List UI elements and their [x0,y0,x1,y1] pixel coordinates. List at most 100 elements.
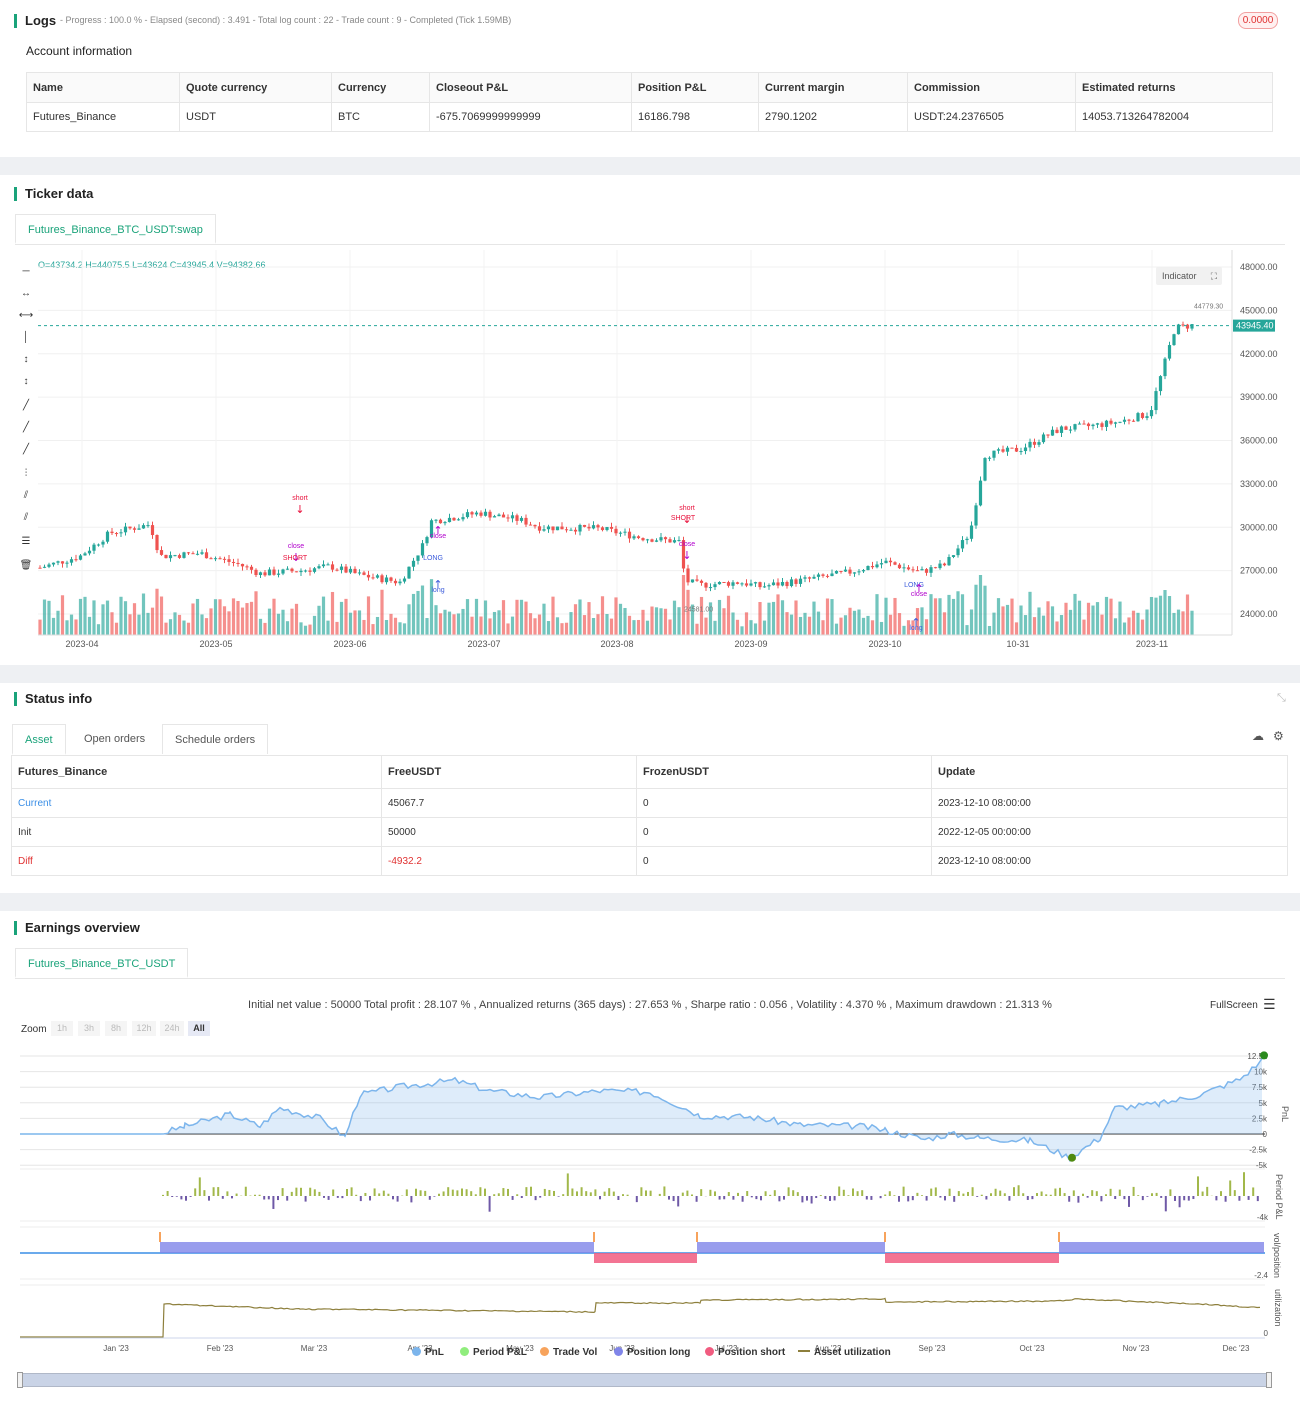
y-tick-label: 48000.00 [1240,262,1278,272]
logs-title: Logs [14,14,56,28]
x-tick-label: 10-31 [1006,639,1029,649]
navigator-handle-left[interactable] [17,1372,23,1388]
navigator-handle-right[interactable] [1266,1372,1272,1388]
volume-bar [173,612,177,635]
trend-line-tool-icon[interactable]: ╱ [22,400,30,411]
period-pnl-bar [562,1194,565,1196]
volume-bar [1032,617,1037,635]
horizontal-ray-tool-icon[interactable]: ↔ [21,288,31,299]
tab-earnings-symbol[interactable]: Futures_Binance_BTC_USDT [15,948,189,978]
legend-asset-utilization[interactable]: Asset utilization [798,1347,891,1358]
candle-body [1095,423,1100,425]
zoom-24h[interactable]: 24h [160,1021,184,1036]
fib-tool-icon[interactable]: ⫽ [23,512,29,523]
period-pnl-bar [415,1188,417,1196]
candle-body [803,577,807,579]
extended-line-tool-icon[interactable]: ⟷ [18,310,34,321]
candle-body [587,526,591,529]
volume-bar [191,603,195,635]
volume-bar [947,594,951,635]
period-pnl-bar [465,1189,468,1196]
period-pnl-bar [433,1196,436,1197]
zoom-1h[interactable]: 1h [51,1021,73,1036]
zoom-8h[interactable]: 8h [105,1021,127,1036]
range-navigator[interactable] [20,1373,1270,1387]
legend-trade-vol[interactable]: Trade Vol [540,1347,597,1358]
ray-line-tool-icon[interactable]: ╱ [22,422,30,433]
indicator-button[interactable]: Indicator ⛶ [1156,267,1222,285]
period-pnl-bar [1008,1196,1011,1201]
zoom-12h[interactable]: 12h [132,1021,156,1036]
price-channel-tool-icon[interactable]: ⫶ [24,468,28,479]
period-pnl-bar [1118,1189,1121,1196]
zoom-all[interactable]: All [188,1021,210,1036]
ticker-title: Ticker data [14,187,93,201]
pnl-tick-label: -2.5k [1249,1146,1268,1155]
period-pnl-bar [1192,1196,1195,1200]
delete-drawings-icon[interactable]: 🗑 [19,560,33,571]
position-long-bar [160,1242,594,1253]
collapse-icon[interactable]: ⤡ [1277,692,1286,704]
tab-asset[interactable]: Asset [12,724,66,755]
candle-body [704,582,708,588]
asset-update: 2022-12-05 00:00:00 [931,817,1288,847]
candle-body [767,585,771,587]
candlestick-chart[interactable]: short↓close↓SHORTlong↑LONGclose↑short↓SH… [0,250,1300,650]
period-pnl-bar [1003,1193,1006,1196]
vertical-segment-tool-icon[interactable]: ↕ [23,354,29,365]
cloud-upload-icon[interactable]: ☁ [1252,729,1264,743]
fullscreen-button[interactable]: FullScreen [1210,1000,1258,1011]
period-pnl-bar [382,1190,385,1196]
volume-bar [105,600,110,635]
arrow-up-icon: ↑ [914,582,923,595]
earnings-x-tick: Dec '23 [1223,1344,1250,1353]
parallel-channel-tool-icon[interactable]: ⫽ [23,490,29,501]
horizontal-line-tool-icon[interactable]: ─ [22,266,30,277]
candle-body [659,537,663,541]
candle-body [285,568,290,570]
legend-position-long[interactable]: Position long [614,1347,690,1358]
legend-period-pnl[interactable]: Period P&L [460,1347,527,1358]
period-pnl-bar [764,1191,767,1196]
legend-util-label: Asset utilization [814,1347,891,1358]
volume-bar [852,610,857,635]
period-pnl-bar [1206,1186,1209,1196]
account-header: Estimated returns [1075,72,1273,103]
menu-icon[interactable]: ☰ [1263,996,1276,1012]
zoom-3h[interactable]: 3h [78,1021,100,1036]
vertical-ray-tool-icon[interactable]: ↕ [23,376,29,387]
period-pnl-bar [516,1194,519,1196]
x-tick-label: 2023-10 [868,639,901,649]
volume-bar [425,618,429,635]
candle-body [906,567,911,570]
candle-body [614,528,618,534]
segment-tool-icon[interactable]: ╱ [22,444,30,455]
volume-bar [177,614,182,635]
period-pnl-bar [626,1194,629,1196]
utilization-tick-label: 0 [1264,1329,1269,1338]
candle-body [65,562,69,564]
tab-open-orders[interactable]: Open orders [72,724,158,754]
period-pnl-bar [980,1194,983,1196]
tab-schedule-orders[interactable]: Schedule orders [162,724,269,754]
candle-body [1068,429,1073,431]
vertical-line-tool-icon[interactable]: │ [22,332,30,343]
earnings-chart[interactable]: 12.5k 10k 7.5k 5k 2.5k 0 -2.5k -5k PnL -4k Period … [0,911,1300,1381]
tab-ticker-symbol[interactable]: Futures_Binance_BTC_USDT:swap [15,214,216,244]
candle-body [335,569,339,571]
volume-bar [798,616,803,635]
period-pnl-bar [447,1187,450,1196]
candle-body [1059,426,1064,433]
volume-bar [830,599,834,635]
volume-bar [258,618,263,635]
volume-bar [1163,590,1167,635]
legend-pnl[interactable]: PnL [412,1347,444,1358]
candle-body [128,526,132,529]
fib-retracement-tool-icon[interactable]: ☰ [21,536,31,547]
candle-body [546,526,551,530]
legend-position-short[interactable]: Position short [705,1347,785,1358]
candle-body [245,566,249,568]
position-short-bar [885,1253,1059,1263]
candle-body [695,579,699,581]
settings-gear-icon[interactable]: ⚙ [1273,729,1284,743]
